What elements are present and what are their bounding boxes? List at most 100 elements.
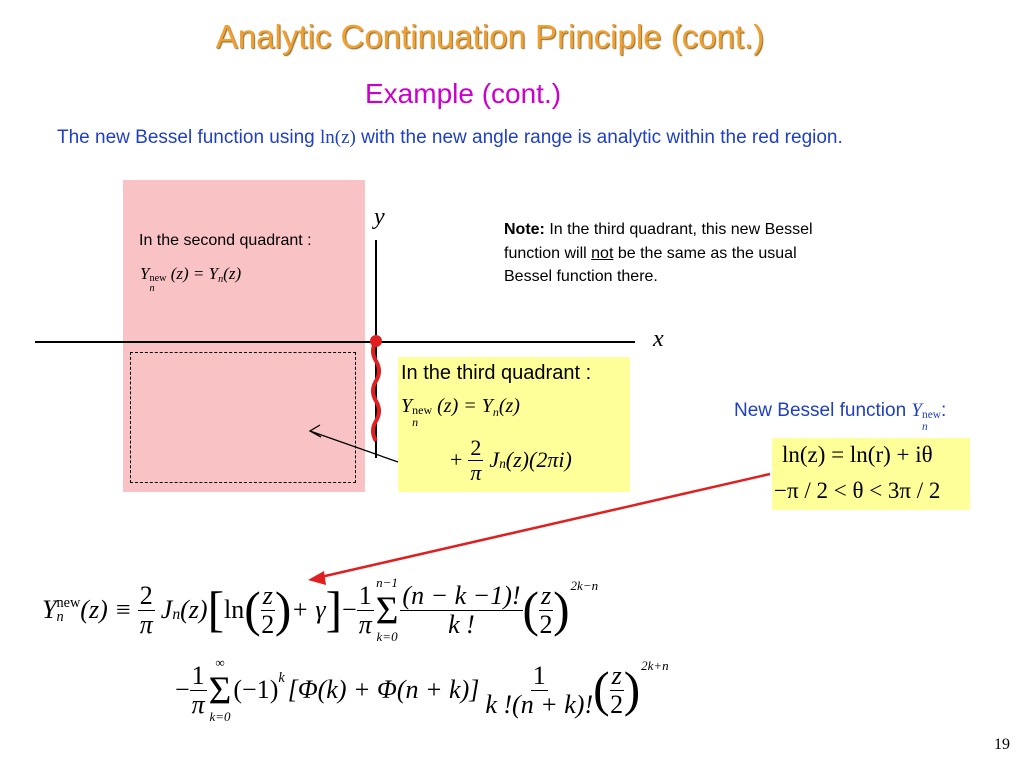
eq-sub: n (149, 283, 155, 295)
page-number: 19 (994, 736, 1010, 753)
J-sub: n (172, 605, 181, 623)
eq-rhs: (z) (498, 395, 520, 417)
left-bracket: [ (207, 582, 225, 638)
desc-text-end: with the new angle range is analytic wit… (355, 127, 843, 148)
rparen: ) (623, 662, 641, 718)
eq-sup: new (412, 403, 433, 418)
sum-upper: n−1 (376, 575, 398, 591)
slide-subtitle: Example (cont.) (365, 78, 562, 109)
second-quadrant-label: In the second quadrant : (139, 232, 312, 249)
sum-sign: Σ (375, 588, 399, 632)
lparen: ( (244, 582, 261, 638)
exponent: 2k+n (641, 657, 669, 673)
lparen: ( (593, 662, 610, 718)
plus: + (450, 447, 463, 472)
sum-sign: Σ (208, 668, 232, 712)
power-base: (−1) (233, 675, 279, 704)
J-args: (z)(2πi) (505, 447, 572, 472)
eq-mid: (z) = Y (170, 264, 219, 283)
eq-sub2: n (492, 404, 499, 419)
lparen: ( (522, 582, 539, 638)
x-axis (35, 341, 635, 343)
colon: : (940, 400, 947, 421)
branch-point-dot (370, 335, 382, 347)
eq-Y: Y (401, 395, 413, 417)
frac-den: π (470, 459, 482, 485)
desc-text: The new Bessel function using (57, 127, 320, 148)
y-axis-label: y (374, 204, 385, 230)
frac-num: 1 (530, 661, 548, 691)
red-region (123, 180, 365, 492)
sub: n (56, 609, 64, 625)
frac-den: 2 (610, 689, 624, 719)
dashed-third-quadrant-box (130, 352, 356, 483)
frac-num: 1 (189, 661, 207, 691)
eq-Y: Y (140, 264, 150, 283)
sup: new (56, 594, 81, 611)
y-axis (375, 240, 377, 458)
eq-sup: new (149, 273, 167, 285)
rparen: ) (553, 582, 570, 638)
frac-num: z (538, 581, 554, 611)
power-exp: k (278, 670, 285, 687)
note-bold: Note: (504, 221, 545, 238)
label-text: New Bessel function (734, 400, 912, 421)
J: J (160, 595, 173, 624)
note-line2a: function will (504, 244, 592, 262)
frac-den: 2 (539, 609, 553, 639)
eq-sub: n (412, 415, 419, 430)
description: The new Bessel function using ln(z) with… (57, 127, 843, 149)
rparen: ) (274, 582, 292, 638)
minus: − (342, 595, 357, 624)
note-line1: In the third quadrant, this new Bessel (544, 221, 813, 238)
eq-sub2: n (218, 274, 224, 286)
desc-math: ln(z) (320, 127, 356, 148)
eq-mid: (z) = Y (437, 395, 493, 417)
Y: Y (42, 595, 57, 624)
frac-den: 2 (261, 609, 275, 639)
ln: ln (224, 595, 245, 624)
note-not: not (591, 244, 614, 262)
sup: new (922, 409, 941, 422)
third-quadrant-label: In the third quadrant : (401, 362, 592, 384)
gamma: + γ (291, 595, 326, 624)
frac-den: k ! (448, 609, 475, 639)
log-definition: ln(z) = ln(r) + iθ (782, 442, 933, 467)
frac-den: k !(n + k)! (485, 689, 594, 719)
frac-num: z (260, 581, 275, 611)
branch-cut-graphics (308, 335, 399, 463)
frac-num: (n − k −1)! (400, 581, 523, 611)
note-line2b: be the same as the usual (613, 244, 797, 262)
branch-cut-wavy-line (371, 339, 381, 443)
right-bracket: ] (325, 582, 343, 638)
phi-bracket: [Φ(k) + Φ(n + k)] (287, 675, 480, 704)
frac-den: π (139, 609, 153, 639)
J-arg: (z) (180, 595, 208, 624)
x-axis-label: x (653, 326, 664, 352)
frac-num: 1 (356, 581, 374, 611)
sum-lower: k=0 (209, 708, 231, 724)
angle-range: −π / 2 < θ < 3π / 2 (774, 478, 941, 503)
J-sub: n (499, 456, 506, 472)
lhs: (z) ≡ (80, 595, 132, 624)
minus: − (175, 675, 190, 704)
frac-den: π (191, 689, 205, 719)
note: Note: In the third quadrant, this new Be… (504, 218, 813, 289)
slide-title: Analytic Continuation Principle (cont.) (215, 18, 765, 55)
J: J (489, 447, 500, 472)
exponent: 2k−n (570, 577, 599, 593)
sum-lower: k=0 (376, 628, 398, 644)
arrow-to-third-quadrant (309, 430, 399, 463)
sub: n (922, 420, 928, 433)
sum-upper: ∞ (215, 655, 225, 671)
note-line3: Bessel function there. (504, 268, 658, 285)
frac-den: π (358, 609, 372, 639)
Y: Y (911, 400, 922, 421)
eq-rhs: (z) (223, 264, 242, 283)
